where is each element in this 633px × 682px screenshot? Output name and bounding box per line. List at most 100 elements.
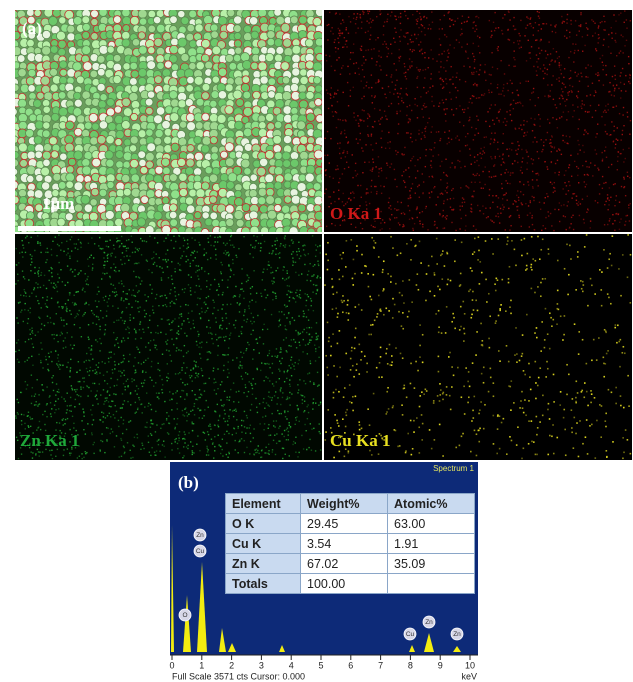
map-dot — [555, 26, 556, 27]
map-dot — [287, 306, 288, 307]
map-dot — [355, 32, 356, 33]
map-dot — [230, 304, 231, 305]
map-dot — [133, 289, 134, 290]
map-dot — [597, 72, 598, 73]
map-dot — [430, 78, 431, 79]
map-dot — [419, 223, 420, 224]
map-dot — [259, 352, 260, 353]
map-dot — [630, 120, 631, 121]
map-dot — [327, 39, 328, 40]
map-dot — [390, 44, 391, 45]
map-dot — [597, 42, 598, 43]
grain — [195, 152, 204, 161]
map-dot — [30, 270, 31, 271]
grain — [129, 78, 137, 86]
map-dot — [530, 18, 531, 19]
map-dot — [286, 294, 287, 295]
map-dot — [483, 95, 484, 96]
map-dot — [352, 177, 353, 178]
map-dot — [222, 317, 223, 318]
map-dot — [99, 419, 100, 420]
map-dot — [277, 410, 278, 411]
grain — [44, 143, 52, 151]
map-dot — [536, 75, 537, 76]
map-dot — [439, 102, 440, 103]
map-dot — [166, 349, 167, 350]
map-dot — [620, 75, 621, 76]
map-dot — [417, 105, 418, 106]
grain — [169, 91, 177, 99]
map-dot — [183, 455, 184, 456]
map-dot — [106, 273, 107, 274]
map-dot — [463, 199, 464, 200]
map-dot — [527, 215, 528, 216]
map-dot — [296, 347, 297, 348]
map-dot — [624, 186, 625, 187]
grain — [59, 77, 67, 85]
map-dot — [521, 161, 522, 162]
map-dot — [412, 49, 413, 50]
map-dot — [62, 306, 63, 307]
map-dot — [284, 304, 285, 305]
map-dot — [254, 449, 255, 450]
map-dot — [457, 90, 458, 91]
map-dot — [372, 167, 373, 168]
map-dot — [263, 343, 264, 344]
map-dot — [188, 322, 189, 323]
map-dot — [439, 140, 440, 141]
map-dot — [492, 67, 493, 68]
grain — [260, 76, 268, 84]
grain — [137, 218, 146, 227]
map-dot — [66, 306, 67, 307]
map-dot — [232, 263, 233, 264]
map-dot — [409, 105, 410, 106]
map-dot — [422, 211, 423, 212]
map-dot — [535, 22, 536, 23]
map-dot — [407, 94, 408, 95]
map-dot — [118, 282, 119, 283]
map-dot — [70, 405, 71, 406]
map-dot — [362, 69, 363, 70]
map-dot — [136, 394, 137, 395]
map-dot — [543, 142, 544, 143]
map-dot — [207, 431, 208, 432]
map-dot — [371, 186, 372, 187]
grain — [258, 197, 266, 205]
map-dot — [552, 183, 553, 184]
map-dot — [324, 138, 325, 139]
map-dot — [335, 13, 336, 14]
map-dot — [502, 153, 503, 154]
map-dot — [110, 283, 111, 284]
map-dot — [263, 324, 264, 325]
map-dot — [515, 66, 516, 67]
map-dot — [572, 43, 573, 44]
map-dot — [521, 129, 522, 130]
map-dot — [527, 181, 528, 182]
map-dot — [411, 41, 412, 42]
map-dot — [577, 204, 578, 205]
map-dot — [221, 308, 222, 309]
grain — [84, 122, 92, 130]
map-dot — [53, 338, 54, 339]
map-dot — [510, 172, 511, 173]
map-dot — [116, 411, 117, 412]
map-dot — [103, 389, 104, 390]
map-dot — [32, 452, 33, 453]
map-dot — [541, 39, 542, 40]
map-dot — [476, 98, 477, 99]
map-dot — [479, 69, 480, 70]
map-dot — [614, 220, 615, 221]
map-dot — [235, 286, 236, 287]
map-dot — [103, 252, 104, 253]
map-dot — [47, 322, 48, 323]
map-dot — [423, 105, 424, 106]
map-dot — [303, 329, 304, 330]
map-dot — [176, 423, 177, 424]
map-dot — [140, 338, 141, 339]
map-dot — [613, 107, 614, 108]
map-dot — [530, 58, 531, 59]
map-dot — [122, 252, 123, 253]
map-dot — [172, 393, 173, 394]
map-dot — [387, 14, 388, 15]
map-dot — [168, 277, 169, 278]
